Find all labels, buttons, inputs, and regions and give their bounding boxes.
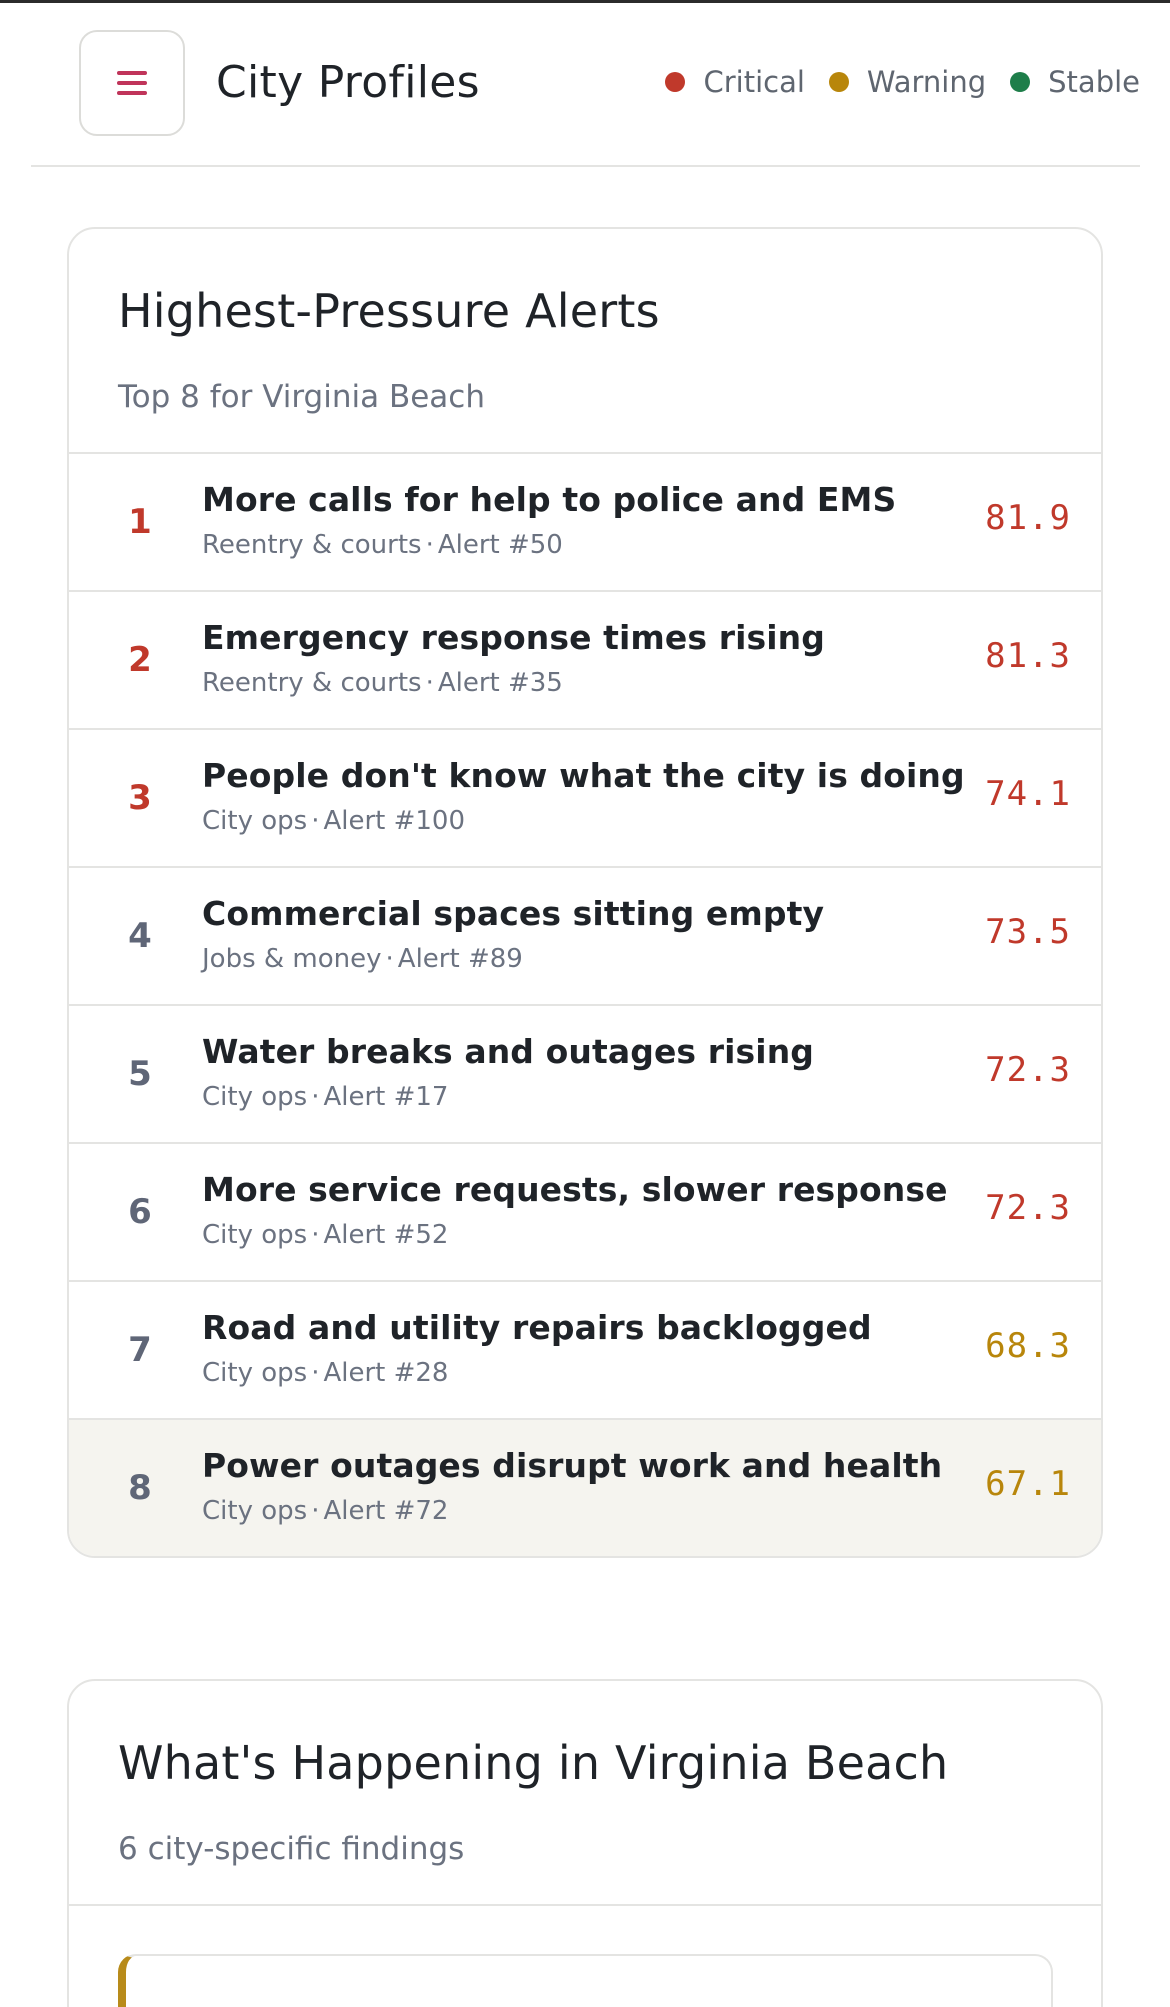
alert-score: 72.3	[985, 1050, 1071, 1090]
alert-title: More calls for help to police and EMS	[202, 480, 897, 519]
alerts-card: Highest-Pressure Alerts Top 8 for Virgin…	[67, 227, 1103, 1558]
alert-category: City ops	[202, 1496, 308, 1526]
meta-separator: ·	[425, 668, 434, 698]
hamburger-icon	[117, 71, 147, 95]
legend-label: Stable	[1048, 65, 1140, 99]
alert-rank: 2	[128, 640, 152, 680]
alert-category: Jobs & money	[202, 944, 382, 974]
menu-button[interactable]	[79, 30, 185, 136]
alert-row[interactable]: 6 More service requests, slower response C…	[69, 1144, 1101, 1282]
alert-row[interactable]: 3 People don't know what the city is doin…	[69, 730, 1101, 868]
findings-card-header: What's Happening in Virginia Beach 6 cit…	[69, 1681, 1101, 1906]
alert-id: Alert #89	[397, 944, 523, 974]
alert-meta: City ops · Alert #28	[202, 1358, 448, 1388]
alert-category: Reentry & courts	[202, 530, 422, 560]
alert-meta: Jobs & money · Alert #89	[202, 944, 523, 974]
status-legend: Critical Warning Stable	[641, 62, 1140, 102]
meta-separator: ·	[425, 530, 434, 560]
alert-rank: 8	[128, 1468, 152, 1508]
alert-title: Power outages disrupt work and health	[202, 1446, 943, 1485]
page-title: City Profiles	[216, 57, 480, 108]
meta-separator: ·	[311, 1220, 320, 1250]
alert-title: More service requests, slower response	[202, 1170, 948, 1209]
alert-id: Alert #50	[437, 530, 563, 560]
alert-score: 68.3	[985, 1326, 1071, 1366]
legend-item-stable: Stable	[1010, 65, 1140, 99]
alert-meta: City ops · Alert #100	[202, 806, 465, 836]
findings-card-subtitle: 6 city-specific findings	[118, 1831, 465, 1867]
alert-title: Water breaks and outages rising	[202, 1032, 815, 1071]
critical-dot-icon	[665, 72, 686, 92]
alert-category: Reentry & courts	[202, 668, 422, 698]
alert-row[interactable]: 2 Emergency response times rising Reentry …	[69, 592, 1101, 730]
alert-row[interactable]: 8 Power outages disrupt work and health Ci…	[69, 1420, 1101, 1556]
meta-separator: ·	[311, 1496, 320, 1526]
alert-id: Alert #72	[323, 1496, 449, 1526]
alert-meta: City ops · Alert #17	[202, 1082, 448, 1112]
alert-rank: 1	[128, 502, 152, 542]
alert-id: Alert #100	[323, 806, 466, 836]
alert-meta: Reentry & courts · Alert #50	[202, 530, 563, 560]
alert-row[interactable]: 4 Commercial spaces sitting empty Jobs & m…	[69, 868, 1101, 1006]
alerts-card-subtitle: Top 8 for Virginia Beach	[118, 379, 485, 415]
warning-dot-icon	[828, 72, 849, 92]
alert-score: 81.3	[985, 636, 1071, 676]
alert-score: 74.1	[985, 774, 1071, 814]
alert-rank: 6	[128, 1192, 152, 1232]
alerts-card-header: Highest-Pressure Alerts Top 8 for Virgin…	[69, 229, 1101, 454]
alert-score: 81.9	[985, 498, 1071, 538]
findings-card: What's Happening in Virginia Beach 6 cit…	[67, 1679, 1103, 2007]
alert-row[interactable]: 5 Water breaks and outages rising City ops…	[69, 1006, 1101, 1144]
alert-rank: 3	[128, 778, 152, 818]
alert-id: Alert #17	[323, 1082, 449, 1112]
alert-row[interactable]: 7 Road and utility repairs backlogged City…	[69, 1282, 1101, 1420]
legend-item-critical: Critical	[665, 65, 805, 99]
alert-rank: 4	[128, 916, 152, 956]
alert-title: Emergency response times rising	[202, 618, 825, 657]
legend-label: Warning	[866, 65, 987, 99]
top-border	[0, 0, 1170, 3]
alert-score: 72.3	[985, 1188, 1071, 1228]
alert-id: Alert #52	[323, 1220, 449, 1250]
alert-id: Alert #28	[323, 1358, 449, 1388]
stable-dot-icon	[1010, 72, 1031, 92]
alert-meta: Reentry & courts · Alert #35	[202, 668, 563, 698]
alert-category: City ops	[202, 1358, 308, 1388]
alert-score: 67.1	[985, 1464, 1071, 1504]
meta-separator: ·	[311, 806, 320, 836]
alert-category: City ops	[202, 1220, 308, 1250]
alert-meta: City ops · Alert #52	[202, 1220, 448, 1250]
alert-row[interactable]: 1 More calls for help to police and EMS Re…	[69, 454, 1101, 592]
legend-item-warning: Warning	[828, 65, 987, 99]
alert-category: City ops	[202, 1082, 308, 1112]
legend-label: Critical	[703, 65, 805, 99]
alert-title: Road and utility repairs backlogged	[202, 1308, 872, 1347]
finding-item[interactable]	[118, 1954, 1053, 2007]
alert-category: City ops	[202, 806, 308, 836]
alert-title: Commercial spaces sitting empty	[202, 894, 825, 933]
meta-separator: ·	[311, 1358, 320, 1388]
alert-rank: 7	[128, 1330, 152, 1370]
alert-score: 73.5	[985, 912, 1071, 952]
alert-id: Alert #35	[437, 668, 563, 698]
alert-title: People don't know what the city is doing	[202, 756, 965, 795]
alert-list: 1 More calls for help to police and EMS Re…	[69, 454, 1101, 1556]
meta-separator: ·	[311, 1082, 320, 1112]
findings-card-title: What's Happening in Virginia Beach	[118, 1736, 949, 1790]
alerts-card-title: Highest-Pressure Alerts	[118, 284, 660, 338]
app-header: City Profiles Critical Warning Stable	[31, 0, 1140, 167]
alert-meta: City ops · Alert #72	[202, 1496, 448, 1526]
alert-rank: 5	[128, 1054, 152, 1094]
meta-separator: ·	[385, 944, 394, 974]
